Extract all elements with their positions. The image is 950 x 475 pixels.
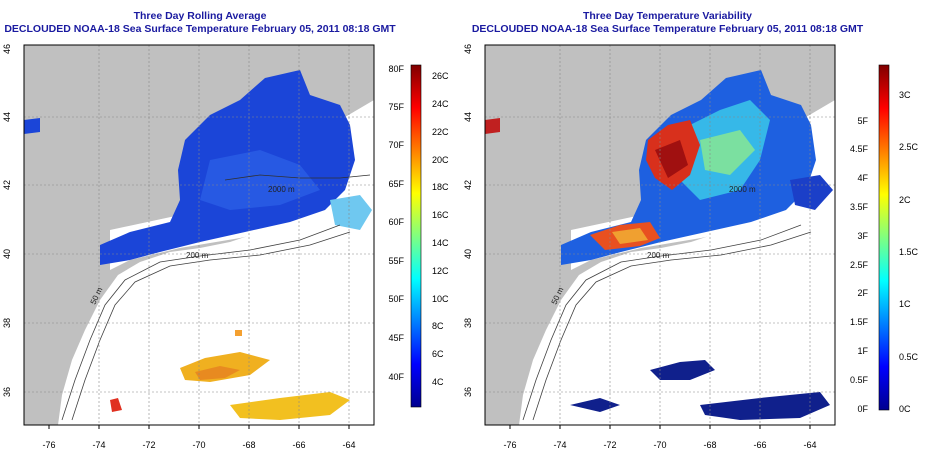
left-y-axis: 36 38 40 42 44 46: [2, 44, 12, 397]
right-x-tick: -74: [553, 440, 566, 450]
left-cbar-c-tick: 8C: [432, 321, 444, 331]
right-x-tick: -76: [503, 440, 516, 450]
left-cbar-c-tick: 10C: [432, 294, 449, 304]
right-y-tick: 38: [463, 318, 473, 328]
right-y-tick: 44: [463, 112, 473, 122]
left-cbar-f-tick: 75F: [388, 102, 404, 112]
left-y-tick: 36: [2, 387, 12, 397]
left-map: 200 m 2000 m 50 m -76 -74 -72 -70 -68 -6…: [2, 44, 375, 450]
left-y-tick: 38: [2, 318, 12, 328]
left-y-tick: 46: [2, 44, 12, 54]
right-map: 200 m 2000 m 50 m -76 -74 -72 -70 -68 -6…: [463, 44, 836, 450]
left-cbar-c-tick: 26C: [432, 71, 449, 81]
left-x-tick: -76: [42, 440, 55, 450]
right-cbar-f-tick: 4F: [857, 173, 868, 183]
left-y-tick: 42: [2, 180, 12, 190]
left-x-tick: -72: [142, 440, 155, 450]
right-cbar-f-tick: 5F: [857, 116, 868, 126]
right-cbar-c-tick: 2C: [899, 195, 911, 205]
right-x-tick: -66: [753, 440, 766, 450]
left-panel-title: Three Day Rolling Average DECLOUDED NOAA…: [0, 10, 400, 36]
right-cbar-f-tick: 4.5F: [850, 144, 869, 154]
right-title-line2: DECLOUDED NOAA-18 Sea Surface Temperatur…: [471, 23, 864, 35]
right-cbar-f-tick: 0.5F: [850, 375, 869, 385]
right-y-axis: 36 38 40 42 44 46: [463, 44, 473, 397]
right-x-tick: -70: [653, 440, 666, 450]
right-cbar-f-tick: 1.5F: [850, 317, 869, 327]
left-cbar-c-tick: 6C: [432, 349, 444, 359]
left-cbar-f-tick: 55F: [388, 256, 404, 266]
left-x-tick: -68: [242, 440, 255, 450]
left-contour-label-2000: 2000 m: [268, 185, 295, 194]
left-cbar-c-tick: 20C: [432, 155, 449, 165]
right-cbar-c-tick: 2.5C: [899, 142, 919, 152]
right-cbar-c-tick: 3C: [899, 90, 911, 100]
right-y-tick: 46: [463, 44, 473, 54]
left-x-tick: -64: [342, 440, 355, 450]
left-y-tick: 44: [2, 112, 12, 122]
left-cbar-c-tick: 16C: [432, 210, 449, 220]
right-contour-label-200: 200 m: [647, 251, 670, 260]
left-x-tick: -74: [92, 440, 105, 450]
right-x-tick: -68: [703, 440, 716, 450]
right-panel-title: Three Day Temperature Variability DECLOU…: [455, 10, 880, 36]
right-cbar-f-tick: 3.5F: [850, 202, 869, 212]
right-cbar-f-tick: 3F: [857, 231, 868, 241]
left-cbar-f-tick: 45F: [388, 333, 404, 343]
left-x-axis: -76 -74 -72 -70 -68 -66 -64: [42, 425, 356, 450]
right-cbar-c-tick: 0C: [899, 404, 911, 414]
left-y-tick: 40: [2, 249, 12, 259]
right-cbar-c-tick: 1C: [899, 299, 911, 309]
right-y-tick: 42: [463, 180, 473, 190]
left-cbar-c-tick: 24C: [432, 99, 449, 109]
right-colorbar: 0F 0.5F 1F 1.5F 2F 2.5F 3F 3.5F 4F 4.5F …: [850, 64, 919, 414]
left-cbar-c-tick: 22C: [432, 127, 449, 137]
left-cbar-c-tick: 4C: [432, 377, 444, 387]
right-contour-label-2000: 2000 m: [729, 185, 756, 194]
left-cbar-f-tick: 40F: [388, 372, 404, 382]
right-cbar-f-tick: 1F: [857, 346, 868, 356]
left-cbar-f-tick: 60F: [388, 217, 404, 227]
right-cbar-f-tick: 0F: [857, 404, 868, 414]
right-y-tick: 40: [463, 249, 473, 259]
left-title-line2: DECLOUDED NOAA-18 Sea Surface Temperatur…: [4, 23, 396, 35]
left-cbar-f-tick: 65F: [388, 179, 404, 189]
left-title-line1: Three Day Rolling Average: [133, 10, 267, 22]
right-x-tick: -64: [803, 440, 816, 450]
right-cbar-c-tick: 0.5C: [899, 352, 919, 362]
left-x-tick: -70: [192, 440, 205, 450]
right-y-tick: 36: [463, 387, 473, 397]
right-x-tick: -72: [603, 440, 616, 450]
right-cbar-c-tick: 1.5C: [899, 247, 919, 257]
left-cbar-f-tick: 50F: [388, 294, 404, 304]
right-cbar-f-tick: 2F: [857, 288, 868, 298]
right-x-axis: -76 -74 -72 -70 -68 -66 -64: [503, 425, 817, 450]
left-cbar-f-tick: 80F: [388, 64, 404, 74]
left-x-tick: -66: [292, 440, 305, 450]
left-cbar-c-tick: 18C: [432, 182, 449, 192]
right-cbar-f-tick: 2.5F: [850, 260, 869, 270]
left-contour-label-200: 200 m: [186, 251, 209, 260]
left-cbar-f-tick: 70F: [388, 140, 404, 150]
left-cbar-c-tick: 14C: [432, 238, 449, 248]
left-cbar-c-tick: 12C: [432, 266, 449, 276]
left-colorbar: 40F 45F 50F 55F 60F 65F 70F 75F 80F 4C 6…: [388, 64, 449, 408]
right-title-line1: Three Day Temperature Variability: [582, 10, 753, 22]
